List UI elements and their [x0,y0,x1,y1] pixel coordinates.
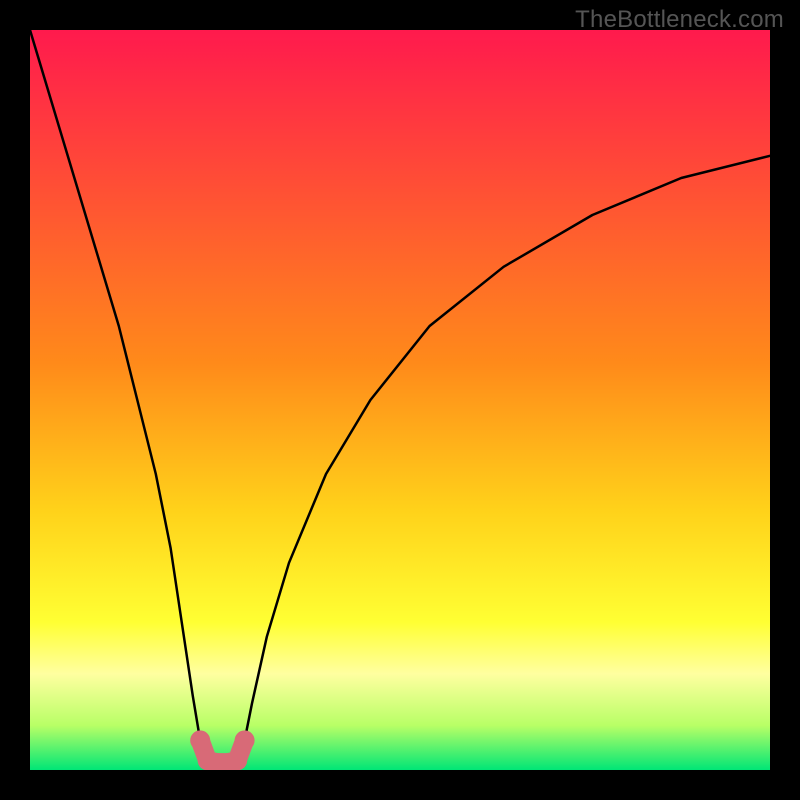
chart-frame: TheBottleneck.com [0,0,800,800]
plot-area [0,0,800,800]
plot-svg [0,0,800,800]
watermark-text: TheBottleneck.com [575,6,784,34]
